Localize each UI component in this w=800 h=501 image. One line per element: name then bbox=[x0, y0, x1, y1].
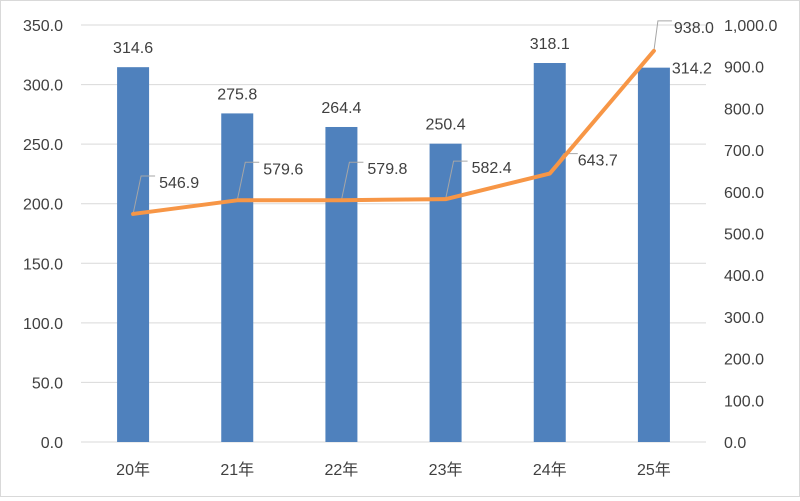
right-axis-tick: 400.0 bbox=[724, 268, 764, 285]
category-label: 23年 bbox=[429, 461, 463, 479]
left-axis-tick: 0.0 bbox=[41, 435, 63, 452]
line-data-label: 579.8 bbox=[367, 161, 407, 178]
leader-line bbox=[132, 175, 156, 215]
bar bbox=[533, 63, 566, 443]
leader-line bbox=[445, 160, 468, 200]
bar-data-label: 264.4 bbox=[321, 100, 361, 117]
category-label: 20年 bbox=[116, 461, 150, 479]
line-data-labels: 546.9 579.6 579.8 582.4 643.7 938.0 bbox=[159, 20, 714, 192]
bar bbox=[221, 113, 254, 443]
right-axis-tick: 200.0 bbox=[724, 352, 764, 369]
bar bbox=[325, 126, 358, 443]
right-axis-tick: 700.0 bbox=[724, 143, 764, 160]
bar-data-label: 318.1 bbox=[530, 36, 570, 53]
bar bbox=[117, 67, 150, 442]
line-data-label: 643.7 bbox=[578, 153, 618, 170]
line-path bbox=[131, 48, 656, 216]
right-axis-tick: 500.0 bbox=[724, 227, 764, 244]
line-series bbox=[131, 48, 656, 216]
leader-line bbox=[653, 20, 672, 51]
category-label: 25年 bbox=[637, 461, 671, 479]
left-axis-tick: 50.0 bbox=[32, 375, 63, 392]
line-data-label: 546.9 bbox=[159, 175, 199, 192]
line-data-label: 579.6 bbox=[263, 161, 303, 178]
bar-data-label: 314.6 bbox=[113, 40, 153, 57]
right-axis-tick: 600.0 bbox=[724, 185, 764, 202]
right-axis-tick: 800.0 bbox=[724, 101, 764, 118]
bar bbox=[429, 143, 462, 442]
right-axis-tick: 1,000.0 bbox=[724, 18, 777, 35]
left-axis-tick: 150.0 bbox=[23, 256, 63, 273]
left-axis-tick: 100.0 bbox=[23, 316, 63, 333]
bar-data-label: 275.8 bbox=[217, 86, 257, 103]
leader-line bbox=[340, 161, 364, 201]
category-label: 24年 bbox=[533, 461, 567, 479]
right-axis-tick: 900.0 bbox=[724, 60, 764, 77]
left-axis-tick: 200.0 bbox=[23, 197, 63, 214]
line-data-label: 582.4 bbox=[472, 160, 512, 177]
gridlines bbox=[81, 24, 706, 443]
left-axis-tick: 350.0 bbox=[23, 18, 63, 35]
bar-data-label: 250.4 bbox=[426, 117, 466, 134]
category-axis-labels: 20年 21年 22年 23年 24年 25年 bbox=[116, 461, 671, 479]
right-axis-tick: 100.0 bbox=[724, 393, 764, 410]
right-axis-tick: 300.0 bbox=[724, 310, 764, 327]
line-data-label: 938.0 bbox=[674, 20, 714, 37]
leader-line bbox=[236, 161, 260, 201]
bar-data-label: 314.2 bbox=[672, 61, 712, 78]
right-axis-tick: 0.0 bbox=[724, 435, 746, 452]
category-label: 21年 bbox=[220, 461, 254, 479]
bar-data-labels: 314.6 275.8 264.4 250.4 318.1 314.2 bbox=[113, 36, 712, 134]
left-axis-tick: 300.0 bbox=[23, 78, 63, 95]
left-axis-ticks: 0.0 50.0 100.0 150.0 200.0 250.0 300.0 350.0 bbox=[23, 18, 63, 452]
line-label-leaders bbox=[132, 20, 672, 215]
category-label: 22年 bbox=[325, 461, 359, 479]
bar-series bbox=[117, 63, 670, 443]
right-axis-ticks: 0.0 100.0 200.0 300.0 400.0 500.0 600.0 700.0 80… bbox=[724, 18, 777, 452]
left-axis-tick: 250.0 bbox=[23, 137, 63, 154]
bar bbox=[637, 67, 670, 443]
